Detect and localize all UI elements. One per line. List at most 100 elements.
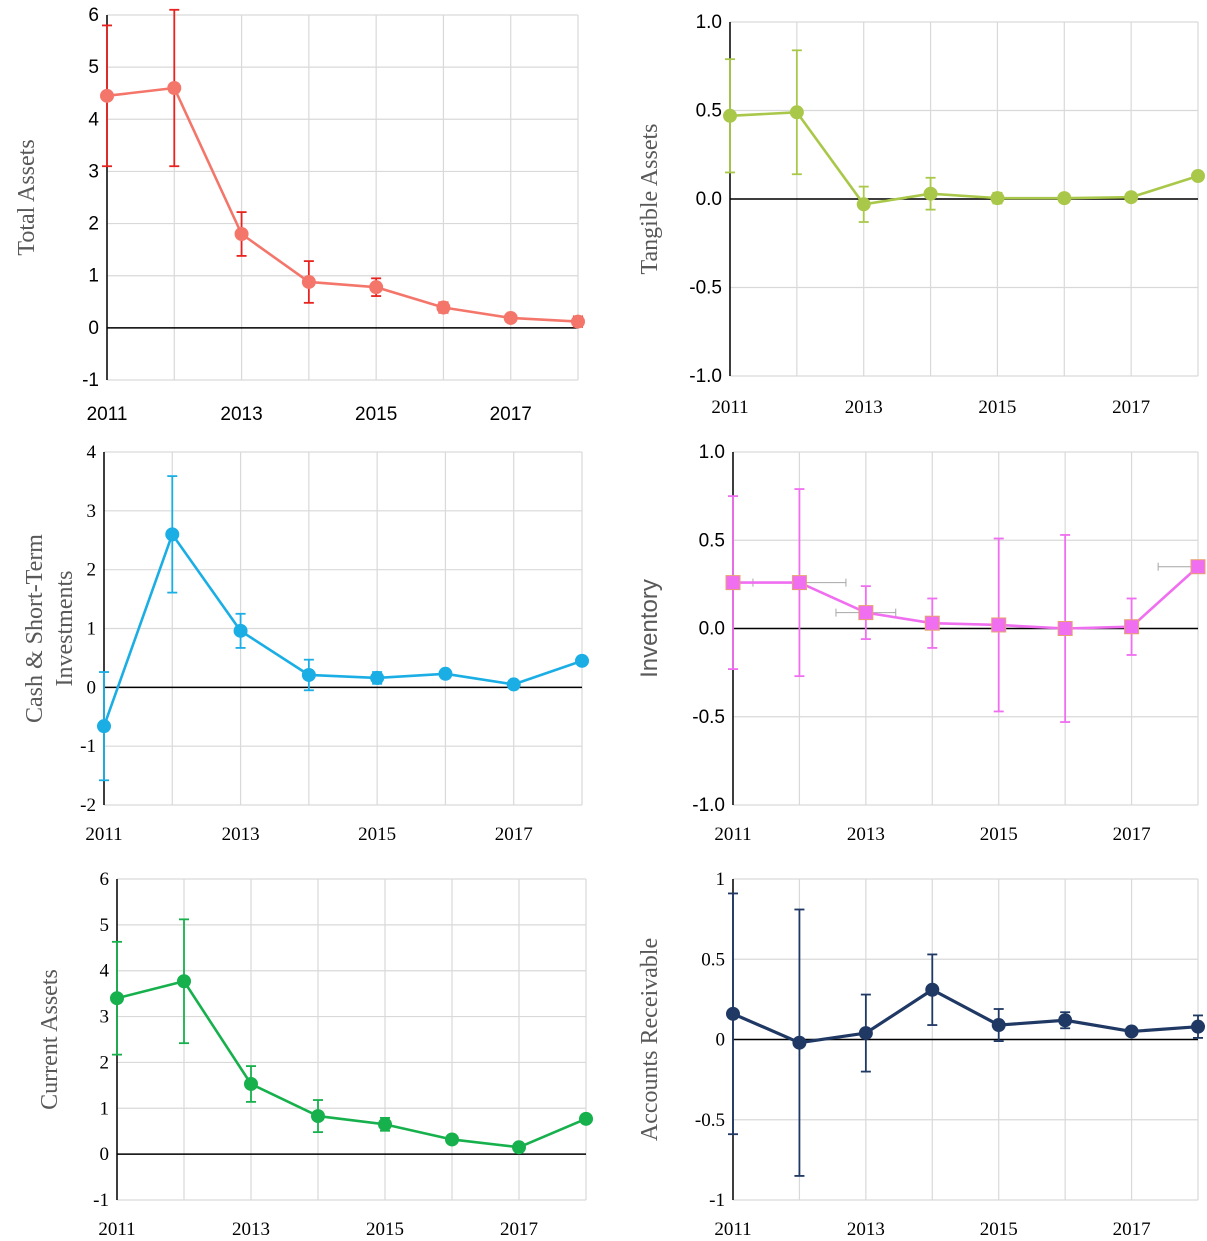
x-tick-label: 2015 [980, 824, 1018, 845]
data-point [1124, 1024, 1139, 1039]
x-tick-label: 2015 [358, 824, 396, 845]
series-line [732, 988, 1199, 1045]
x-tick-label: 2011 [87, 404, 128, 425]
y-tick-label: 0 [88, 318, 99, 339]
series-line [106, 86, 579, 323]
data-point [571, 314, 585, 329]
x-tick-label: 2017 [490, 404, 532, 425]
y-tick-label: 1.0 [696, 12, 722, 33]
chart-panel-1: -1 0 1 2 3 4 5 6 2011 2013 2015 2017 Total Assets [14, 5, 585, 425]
data-point [301, 667, 316, 682]
y-tick-label: 4 [87, 442, 97, 463]
x-tick-label: 2015 [355, 404, 397, 425]
y-axis-label: Total Assets [14, 139, 40, 255]
series-line [729, 110, 1199, 206]
data-point [97, 719, 111, 734]
y-tick-label: 0 [87, 677, 97, 698]
data-point [792, 1035, 807, 1050]
data-point [858, 1026, 873, 1041]
chart-panel-6: -1 -0.5 0 0.5 1 2011 2013 2015 2017 Accounts Rece… [637, 869, 1205, 1240]
y-tick-label: 1 [716, 869, 726, 890]
data-point [506, 677, 521, 692]
y-axis-label: Inventory [636, 579, 663, 678]
x-tick-label: 2017 [1112, 397, 1150, 418]
y-tick-label: 1 [100, 1098, 110, 1119]
y-tick-label: 2 [88, 214, 99, 235]
x-tick-label: 2013 [220, 404, 262, 425]
y-tick-label: 6 [100, 869, 110, 890]
y-tick-label: -1.0 [692, 795, 725, 816]
y-axis-label: Current Assets [37, 969, 63, 1110]
y-tick-label: -1 [82, 370, 99, 391]
data-point [1190, 559, 1206, 575]
y-tick-label: 0 [100, 1144, 110, 1165]
y-tick-label: 1 [87, 619, 97, 640]
x-tick-label: 2015 [366, 1219, 404, 1240]
y-tick-label: 3 [87, 501, 97, 522]
x-tick-label: 2013 [222, 824, 260, 845]
x-tick-label: 2017 [1113, 824, 1151, 845]
data-point [858, 605, 874, 621]
data-point [1124, 190, 1139, 205]
data-point [369, 280, 384, 295]
y-tick-label: 2 [87, 560, 97, 581]
y-tick-label: 3 [88, 161, 99, 182]
x-tick-label: 2011 [711, 397, 748, 418]
data-point [445, 1132, 459, 1147]
y-tick-label: 2 [100, 1052, 110, 1073]
data-point [1124, 619, 1140, 635]
y-tick-label: 0.0 [696, 189, 722, 210]
data-point [234, 227, 249, 241]
data-point [244, 1076, 258, 1091]
data-point [110, 991, 124, 1006]
chart-panel-4: -1.0 -0.5 0.0 0.5 1.0 2011 2013 2015 2017 Invento… [636, 442, 1206, 845]
y-tick-label: 0 [716, 1030, 726, 1051]
x-tick-label: 2017 [495, 824, 533, 845]
data-point [512, 1140, 526, 1155]
y-tick-label: 3 [100, 1007, 110, 1028]
data-point [723, 108, 737, 123]
data-point [725, 575, 741, 591]
data-point [311, 1109, 325, 1124]
data-point [1057, 191, 1072, 206]
y-tick-label: -0.5 [692, 707, 725, 728]
y-tick-label: -1.0 [689, 366, 722, 387]
y-tick-label: 4 [100, 961, 110, 982]
x-tick-label: 2013 [845, 397, 883, 418]
x-tick-label: 2015 [978, 397, 1016, 418]
data-point [575, 653, 589, 668]
x-tick-label: 2011 [714, 1219, 751, 1240]
data-point [165, 527, 180, 542]
y-tick-label: -1 [80, 736, 96, 757]
data-point [438, 666, 453, 681]
data-point [233, 623, 248, 638]
data-point [503, 310, 518, 325]
y-tick-label: 0.5 [701, 949, 725, 970]
series-line [102, 533, 583, 727]
y-tick-label: -0.5 [695, 1110, 725, 1131]
x-tick-label: 2011 [85, 824, 122, 845]
x-tick-label: 2013 [232, 1219, 270, 1240]
y-tick-label: -0.5 [689, 278, 722, 299]
data-point [177, 974, 191, 989]
y-tick-label: -1 [709, 1190, 725, 1211]
data-point [579, 1111, 593, 1126]
x-tick-label: 2017 [1113, 1219, 1151, 1240]
y-tick-label: 1.0 [699, 442, 725, 463]
y-tick-label: -1 [93, 1190, 109, 1211]
x-tick-label: 2011 [714, 824, 751, 845]
y-axis-label: Cash & Short-Term Investments [22, 534, 78, 723]
y-axis-label: Tangible Assets [637, 124, 663, 275]
data-point [1058, 1013, 1073, 1028]
data-point [1057, 621, 1073, 636]
data-point [1191, 1019, 1205, 1034]
x-tick-label: 2015 [980, 1219, 1018, 1240]
y-tick-label: 5 [100, 915, 110, 936]
data-point [1191, 168, 1205, 183]
x-tick-label: 2017 [500, 1219, 538, 1240]
y-tick-label: -2 [80, 795, 96, 816]
series-line [116, 979, 587, 1149]
data-point [378, 1117, 392, 1132]
x-tick-label: 2013 [847, 1219, 885, 1240]
data-point [100, 88, 114, 103]
